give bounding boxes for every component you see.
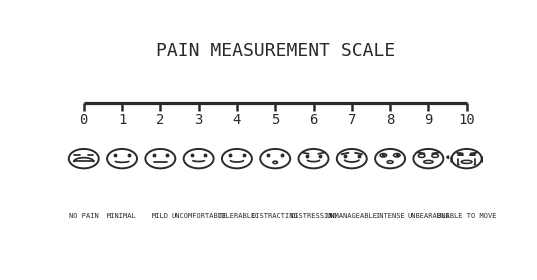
Ellipse shape	[107, 149, 137, 168]
Text: 2: 2	[156, 113, 164, 127]
Text: 8: 8	[386, 113, 394, 127]
Ellipse shape	[375, 149, 405, 168]
Text: 4: 4	[233, 113, 241, 127]
Text: UNCOMFORTABLE: UNCOMFORTABLE	[171, 213, 226, 219]
Text: 9: 9	[424, 113, 432, 127]
Text: 10: 10	[458, 113, 475, 127]
Text: NO PAIN: NO PAIN	[69, 213, 99, 219]
Text: MINIMAL: MINIMAL	[107, 213, 137, 219]
Text: DISTRACTING: DISTRACTING	[252, 213, 299, 219]
Circle shape	[474, 164, 476, 165]
Ellipse shape	[337, 149, 367, 168]
Ellipse shape	[452, 149, 482, 168]
Circle shape	[458, 164, 460, 165]
Ellipse shape	[146, 149, 176, 168]
Text: 3: 3	[194, 113, 203, 127]
Text: TOLERABLE: TOLERABLE	[218, 213, 256, 219]
Ellipse shape	[69, 149, 99, 168]
Text: UNMANAGEABLE: UNMANAGEABLE	[326, 213, 378, 219]
Ellipse shape	[299, 149, 329, 168]
Text: PAIN MEASUREMENT SCALE: PAIN MEASUREMENT SCALE	[156, 42, 395, 60]
Text: INTENSE: INTENSE	[375, 213, 405, 219]
Ellipse shape	[260, 149, 290, 168]
Text: MILD: MILD	[152, 213, 169, 219]
Text: 7: 7	[347, 113, 356, 127]
Text: 6: 6	[309, 113, 318, 127]
Ellipse shape	[222, 149, 252, 168]
Ellipse shape	[184, 149, 214, 168]
Text: 5: 5	[271, 113, 279, 127]
Text: DISTRESSING: DISTRESSING	[290, 213, 337, 219]
Text: 1: 1	[118, 113, 126, 127]
Text: UNABLE TO MOVE: UNABLE TO MOVE	[437, 213, 496, 219]
Text: UNBEARABLE: UNBEARABLE	[407, 213, 449, 219]
Text: 0: 0	[79, 113, 88, 127]
Ellipse shape	[413, 149, 444, 168]
